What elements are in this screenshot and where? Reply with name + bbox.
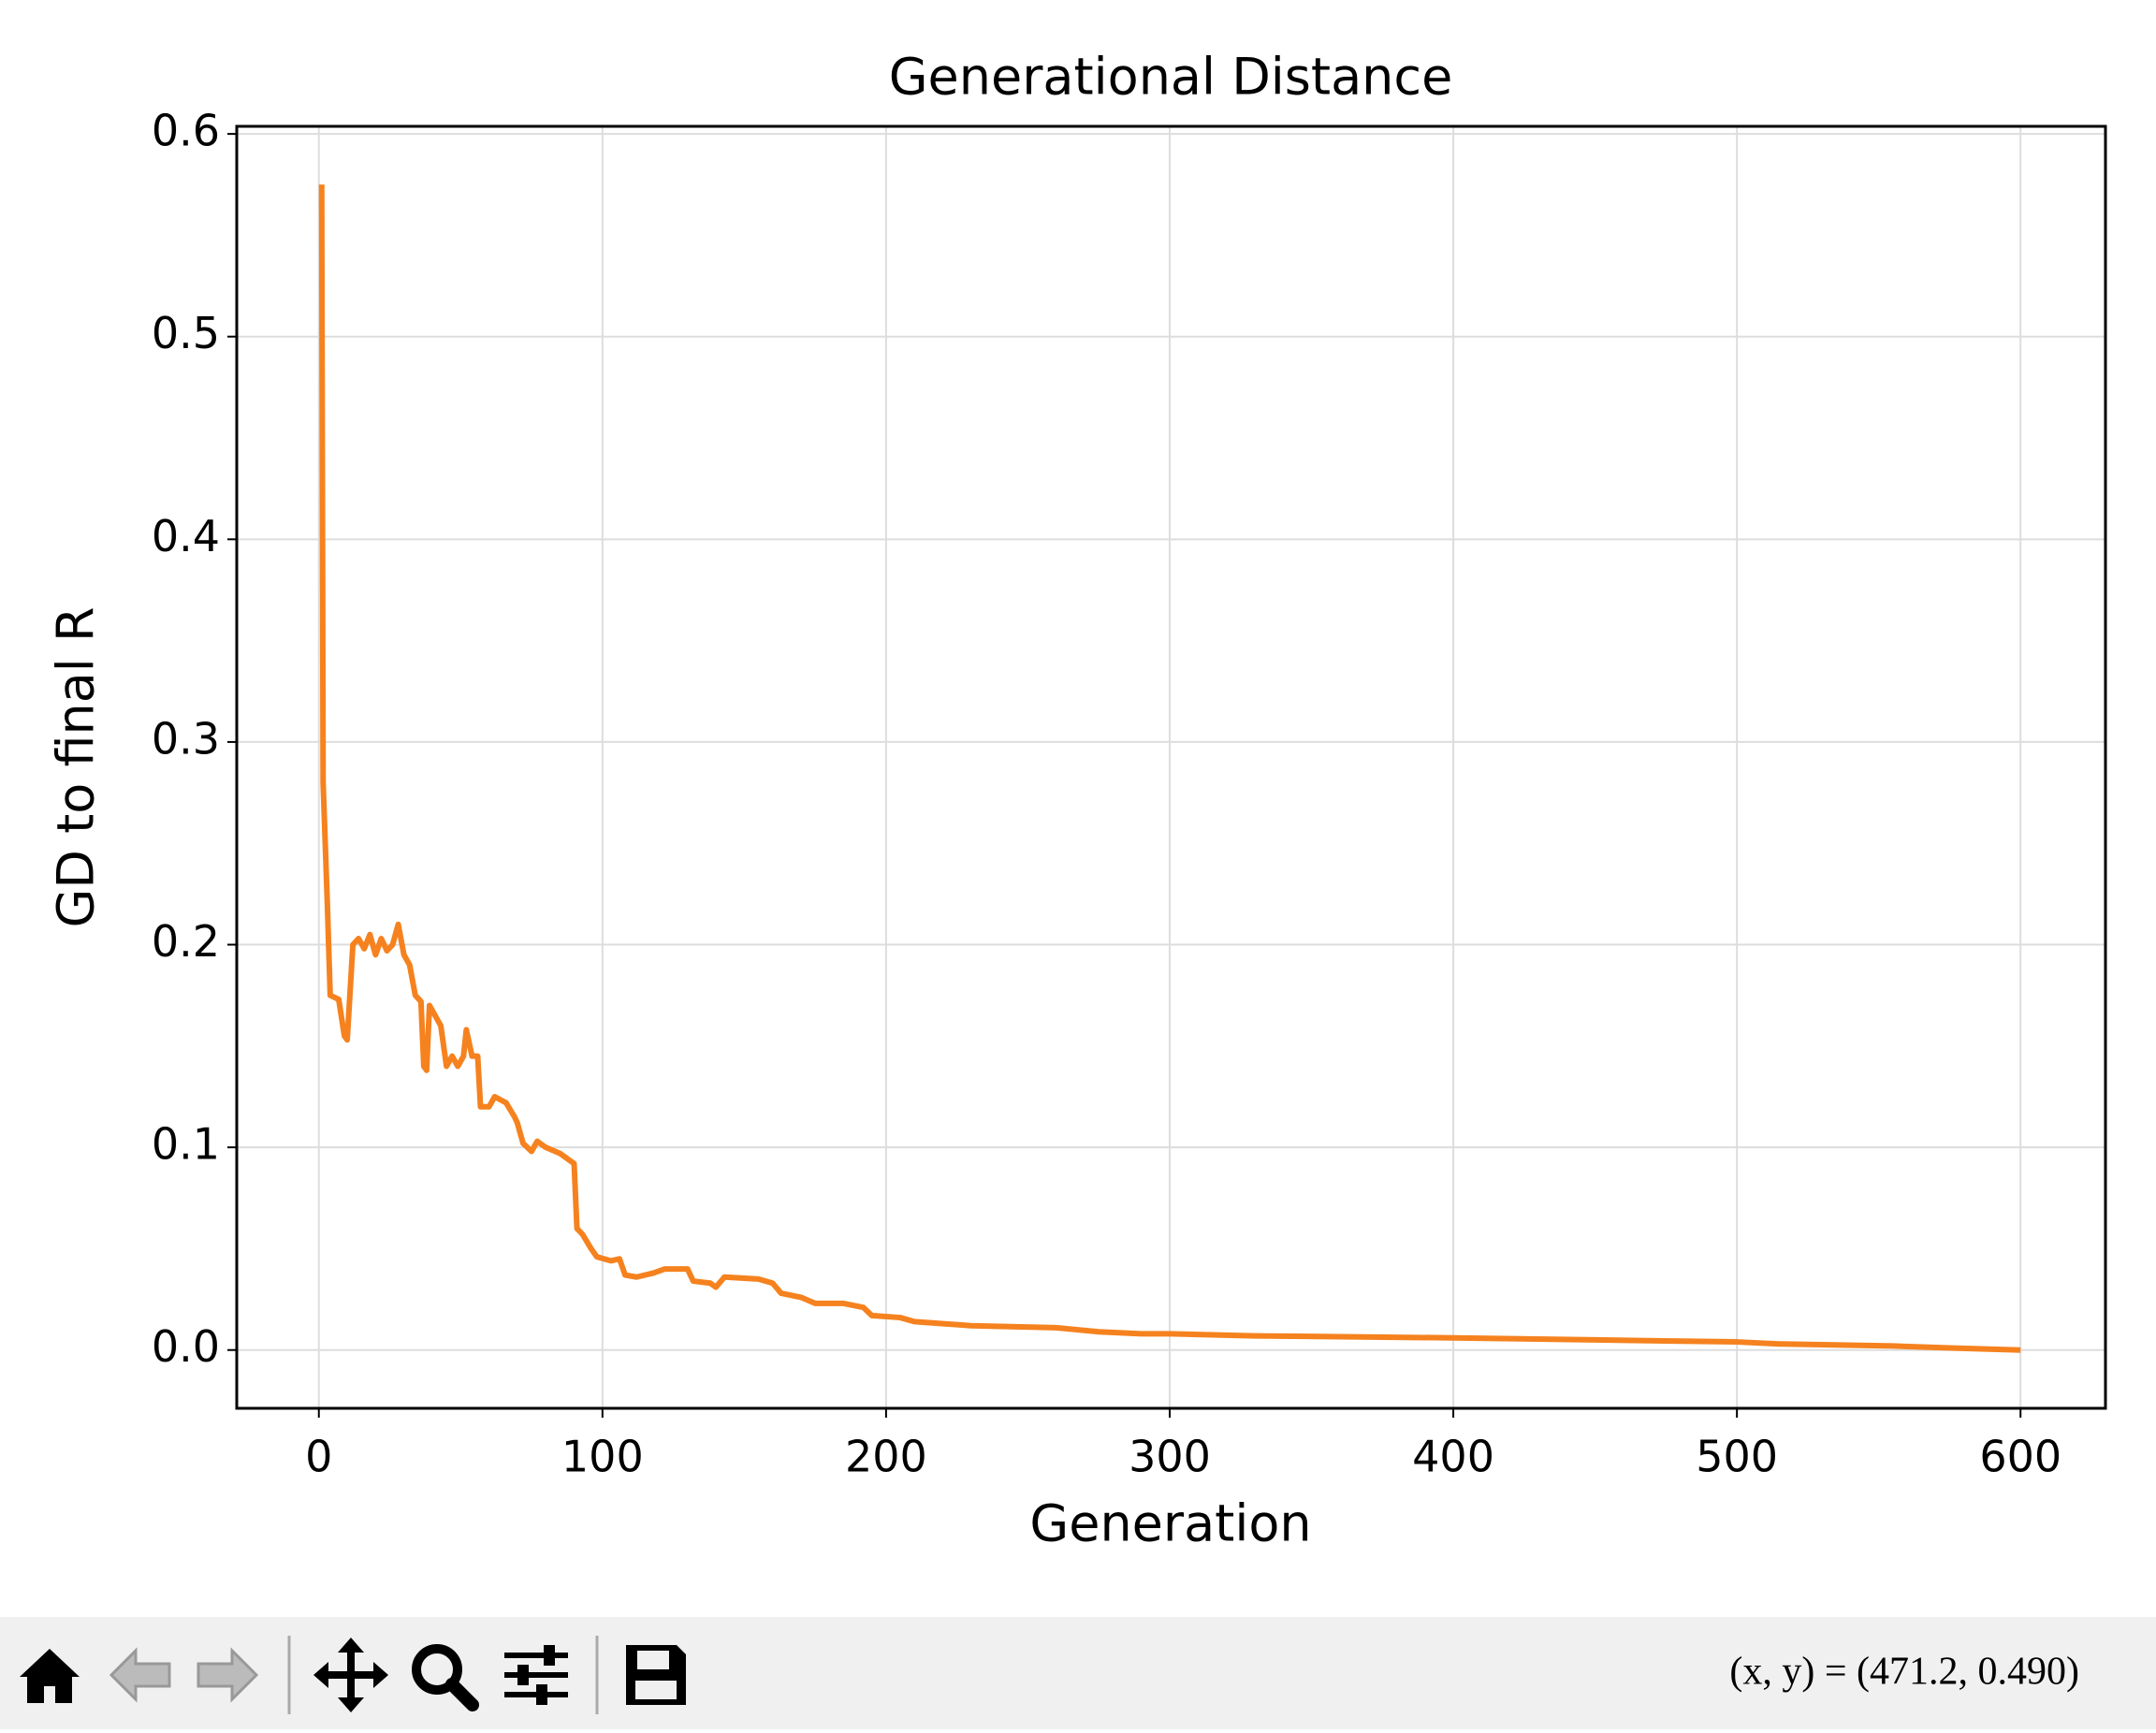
toolbar-icons: (x, y) = (471.2, 0.490) [20, 1636, 2079, 1714]
back-button[interactable] [109, 1647, 171, 1703]
y-tick-label: 0.5 [152, 308, 220, 358]
x-tick-label: 500 [1696, 1432, 1778, 1482]
configure-button[interactable] [504, 1645, 568, 1705]
y-axis-label: GD to final R [47, 607, 106, 928]
x-tick-label: 100 [561, 1432, 644, 1482]
x-tick-label: 300 [1129, 1432, 1211, 1482]
x-tick-label: 0 [305, 1432, 332, 1482]
forward-button[interactable] [197, 1647, 259, 1703]
y-tick-label: 0.1 [152, 1119, 220, 1170]
y-tick-label: 0.4 [152, 511, 220, 561]
y-tick-label: 0.3 [152, 713, 220, 764]
data-line [318, 184, 2021, 1353]
cursor-status: (x, y) = (471.2, 0.490) [1729, 1651, 2079, 1694]
home-button[interactable] [20, 1649, 80, 1703]
zoom-button[interactable] [412, 1644, 479, 1711]
x-tick-label: 200 [845, 1432, 927, 1482]
x-axis-label: Generation [1029, 1494, 1311, 1553]
chart-title: Generational Distance [889, 48, 1453, 107]
pan-button[interactable] [313, 1638, 388, 1712]
y-tick-label: 0.6 [152, 106, 220, 156]
y-tick-label: 0.0 [152, 1321, 220, 1372]
x-tick-label: 600 [1979, 1432, 2061, 1482]
chart: Generational Distance Generation GD to f… [47, 48, 2107, 1553]
x-tick-label: 400 [1412, 1432, 1494, 1482]
plot-frame [235, 124, 2107, 1410]
toolbar: (x, y) = (471.2, 0.490) [0, 1617, 2156, 1729]
y-tick-label: 0.2 [152, 916, 220, 967]
save-button[interactable] [626, 1645, 686, 1705]
